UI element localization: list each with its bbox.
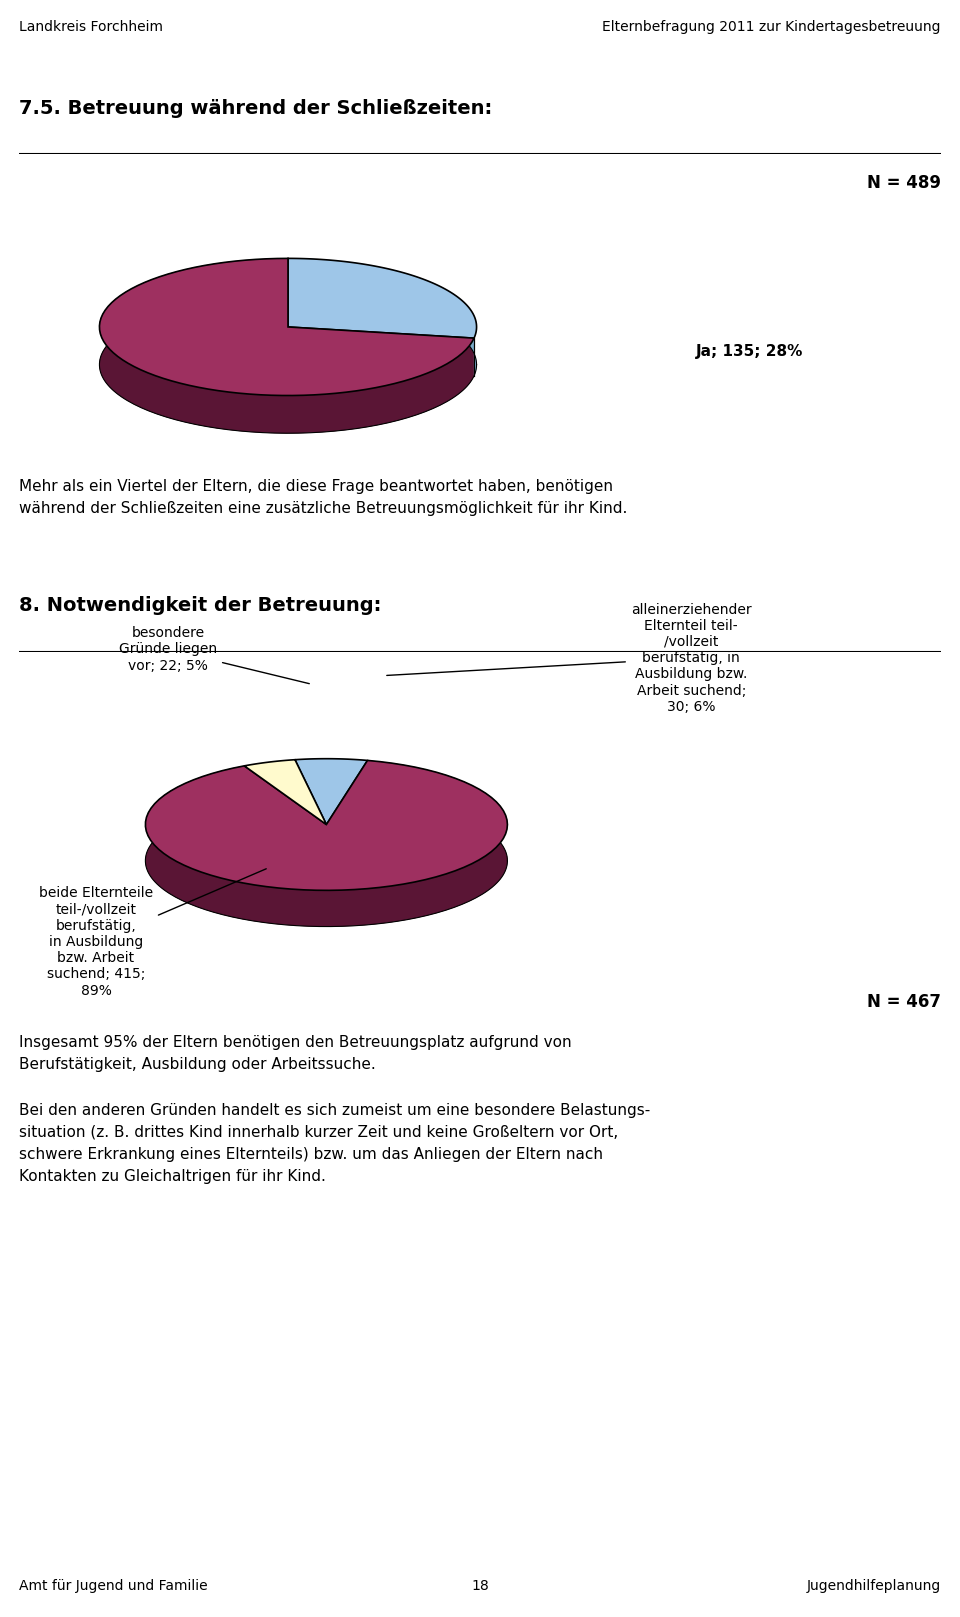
Polygon shape [146, 760, 508, 927]
Text: Ja; 135; 28%: Ja; 135; 28% [696, 344, 804, 359]
Polygon shape [288, 259, 476, 375]
Polygon shape [245, 760, 295, 802]
Text: Bei den anderen Gründen handelt es sich zumeist um eine besondere Belastungs-
si: Bei den anderen Gründen handelt es sich … [19, 1103, 651, 1184]
Text: 8. Notwendigkeit der Betreuung:: 8. Notwendigkeit der Betreuung: [19, 597, 381, 616]
Polygon shape [295, 758, 368, 825]
Polygon shape [100, 259, 474, 433]
Text: alleinerziehender
Elternteil teil-
/vollzeit
berufstätig, in
Ausbildung bzw.
Arb: alleinerziehender Elternteil teil- /voll… [387, 603, 752, 713]
Polygon shape [100, 259, 474, 396]
Text: N = 489: N = 489 [867, 173, 941, 192]
Text: Elternbefragung 2011 zur Kindertagesbetreuung: Elternbefragung 2011 zur Kindertagesbetr… [602, 21, 941, 34]
Text: Landkreis Forchheim: Landkreis Forchheim [19, 21, 163, 34]
Text: 18: 18 [471, 1580, 489, 1593]
Polygon shape [146, 760, 508, 891]
Text: Mehr als ein Viertel der Eltern, die diese Frage beantwortet haben, benötigen
wä: Mehr als ein Viertel der Eltern, die die… [19, 479, 628, 516]
Text: 7.5. Betreuung während der Schließzeiten:: 7.5. Betreuung während der Schließzeiten… [19, 99, 492, 118]
Text: Jugendhilfeplanung: Jugendhilfeplanung [806, 1580, 941, 1593]
Text: beide Elternteile
teil-/vollzeit
berufstätig,
in Ausbildung
bzw. Arbeit
suchend;: beide Elternteile teil-/vollzeit berufst… [39, 868, 266, 998]
Text: besondere
Gründe liegen
vor; 22; 5%: besondere Gründe liegen vor; 22; 5% [119, 626, 309, 684]
Text: Amt für Jugend und Familie: Amt für Jugend und Familie [19, 1580, 207, 1593]
Polygon shape [295, 758, 368, 797]
Text: Insgesamt 95% der Eltern benötigen den Betreuungsplatz aufgrund von
Berufstätigk: Insgesamt 95% der Eltern benötigen den B… [19, 1035, 572, 1072]
Polygon shape [245, 760, 326, 825]
Polygon shape [288, 259, 476, 338]
Text: N = 467: N = 467 [867, 993, 941, 1011]
